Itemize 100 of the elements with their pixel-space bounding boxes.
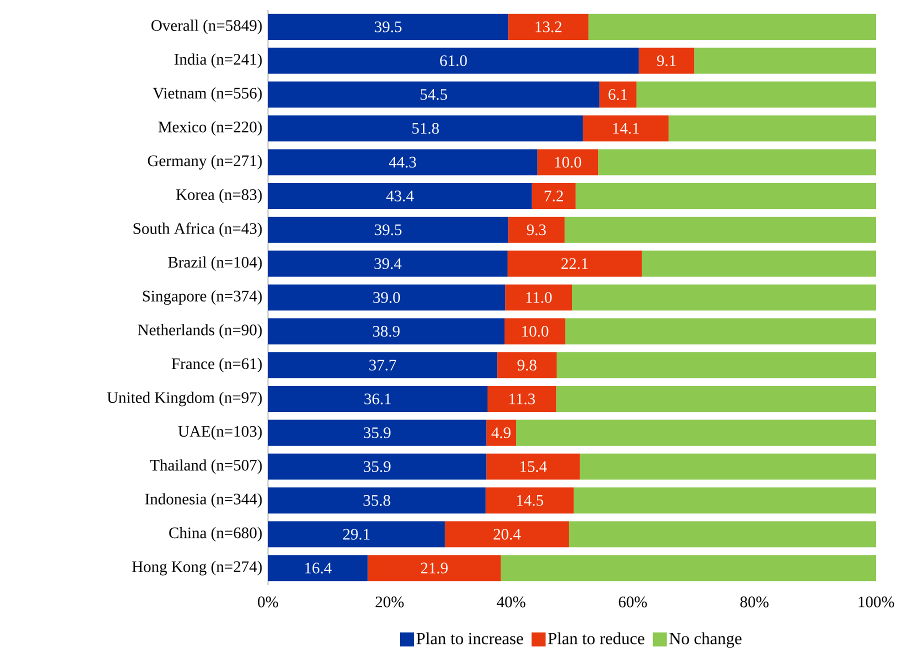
bar [668, 115, 876, 142]
y-tick-label: Indonesia (n=344) [145, 493, 262, 508]
bar [500, 555, 876, 582]
data-label: 38.9 [373, 326, 400, 337]
x-tick-label: 0% [258, 596, 278, 608]
bar [642, 250, 876, 277]
y-tick-label: Brazil (n=104) [168, 256, 262, 271]
bar [268, 48, 639, 74]
data-label: 35.9 [364, 427, 390, 438]
y-tick-label: South Africa (n=43) [134, 222, 262, 238]
data-label: 35.9 [364, 461, 390, 472]
bar [598, 149, 876, 176]
y-tick-label: India (n=241) [174, 53, 262, 68]
data-label: 61.0 [440, 55, 467, 66]
bar [582, 115, 669, 142]
data-label: 36.1 [364, 394, 391, 404]
y-tick-label: Korea (n=83) [176, 188, 262, 204]
data-label: 39.0 [373, 292, 400, 303]
data-label: 22.1 [561, 258, 588, 270]
data-label: 10.0 [522, 326, 548, 337]
bar [486, 454, 580, 480]
y-tick-label: Thailand (n=507) [150, 459, 262, 474]
y-tick-label: UAE(n=103) [178, 426, 262, 440]
x-tick-label: 100% [858, 596, 894, 608]
y-tick-label: Germany (n=271) [148, 154, 262, 170]
data-label: 29.1 [343, 528, 370, 540]
bar [486, 487, 574, 514]
data-label: 15.4 [520, 461, 547, 472]
y-tick-label: Mexico (n=220) [158, 121, 262, 136]
bar [574, 487, 876, 514]
data-label: 37.7 [369, 360, 396, 371]
bar [638, 48, 694, 74]
data-label: 51.8 [412, 122, 439, 134]
data-label: 9.3 [526, 224, 546, 236]
bar [504, 318, 566, 344]
data-label: 11.0 [526, 292, 552, 303]
x-tick-label: 20% [376, 596, 404, 608]
bar [636, 82, 876, 108]
bar [268, 250, 508, 277]
y-tick-label: Netherlands (n=90) [138, 324, 262, 339]
bar [268, 454, 486, 480]
data-label: 35.8 [364, 495, 390, 506]
bar [556, 386, 876, 412]
bar [486, 420, 516, 446]
bar [508, 250, 642, 277]
bar [497, 352, 557, 378]
data-label: 39.4 [374, 258, 402, 270]
bar [599, 82, 636, 108]
data-label: 13.2 [536, 22, 562, 32]
bar [268, 149, 538, 176]
bar [268, 487, 486, 514]
data-label: 39.5 [374, 224, 402, 236]
bar [564, 216, 876, 243]
legend-label: Plan to increase [416, 632, 524, 644]
data-label: 9.8 [518, 360, 536, 371]
x-tick-label: 60% [618, 596, 647, 608]
bar [565, 318, 876, 344]
bar [268, 284, 506, 311]
data-label: 39.5 [374, 22, 402, 32]
bar [487, 386, 556, 412]
data-label: 20.4 [494, 528, 521, 540]
bar [694, 48, 876, 74]
bar [268, 318, 505, 344]
bar [268, 115, 583, 142]
legend-label: Plan to reduce [548, 632, 644, 644]
bar [268, 521, 445, 548]
data-label: 54.5 [420, 89, 448, 100]
bar [588, 14, 876, 40]
bar [572, 284, 876, 311]
bar [444, 521, 569, 548]
y-tick-label: France (n=61) [172, 358, 262, 372]
y-tick-label: Singapore (n=374) [142, 290, 262, 305]
bar [505, 284, 572, 311]
data-label: 14.5 [517, 495, 544, 506]
bar [568, 521, 876, 548]
bar [508, 216, 565, 243]
data-label: 21.9 [420, 562, 448, 574]
data-label: 7.2 [544, 190, 563, 202]
data-label: 14.1 [613, 122, 639, 134]
data-label: 11.3 [510, 394, 535, 404]
data-label: 16.4 [305, 562, 332, 574]
bar [580, 454, 876, 480]
bar [368, 555, 501, 582]
bar [268, 555, 368, 582]
data-label: 43.4 [386, 190, 414, 202]
bar [576, 183, 876, 210]
y-tick-label: United Kingdom (n=97) [107, 392, 262, 406]
legend-label: No change [669, 632, 742, 648]
data-label: 6.1 [608, 89, 627, 100]
x-tick-label: 80% [740, 596, 769, 608]
bar [268, 386, 488, 412]
bar [268, 352, 498, 378]
data-label: 10.0 [555, 156, 582, 168]
bar [268, 14, 508, 40]
y-tick-label: Hong Kong (n=274) [132, 560, 262, 576]
y-tick-label: Overall (n=5849) [151, 20, 262, 34]
bar [268, 183, 532, 210]
bar [537, 149, 598, 176]
x-tick-label: 40% [496, 596, 526, 608]
y-tick-label: China (n=680) [169, 527, 262, 542]
